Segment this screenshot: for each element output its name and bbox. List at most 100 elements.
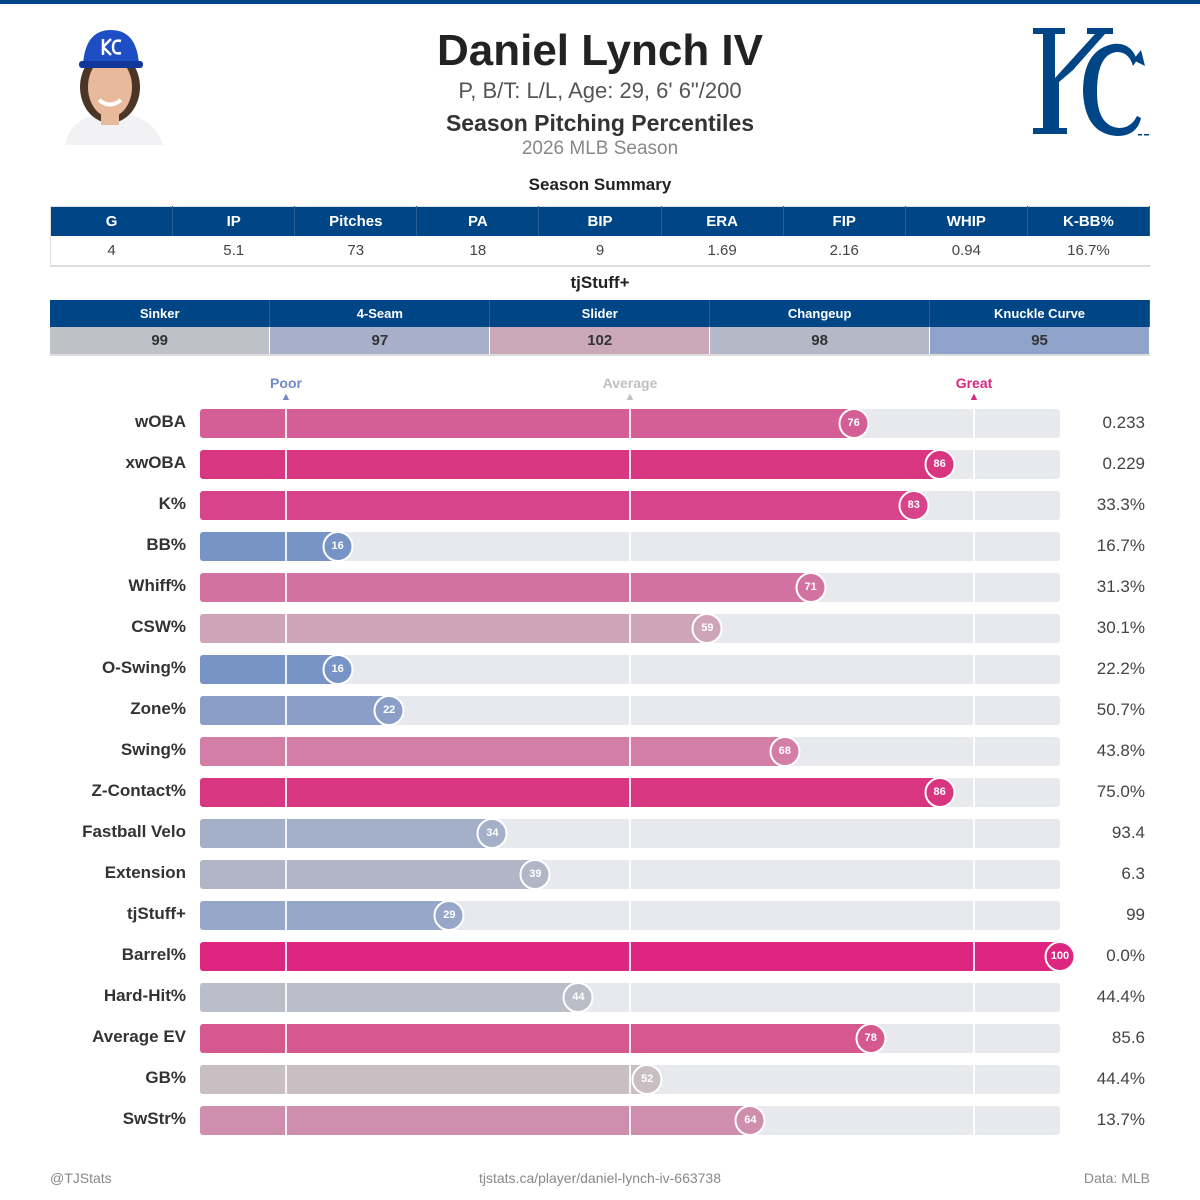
metric-row: K% 83 33.3% [0, 490, 1200, 521]
percentile-badge: 78 [855, 1023, 887, 1054]
stat-value: 6.3 [1121, 864, 1145, 883]
stat-value: 22.2% [1096, 659, 1145, 678]
summary-value-bip: 9 [538, 235, 662, 267]
pitch-name: 4-Seam [269, 300, 491, 327]
metric-row: wOBA 76 0.233 [0, 408, 1200, 439]
percentile-bar [200, 778, 940, 807]
percentile-bar [200, 983, 579, 1012]
top-accent-bar [0, 0, 1200, 4]
metric-label: Extension [104, 863, 186, 882]
reference-line [629, 737, 631, 766]
metric-row: Swing% 68 43.8% [0, 736, 1200, 767]
stat-value: 16.7% [1096, 536, 1145, 555]
reference-line [973, 450, 975, 479]
reference-line [973, 1065, 975, 1094]
player-name: Daniel Lynch IV [436, 26, 763, 75]
percentile-badge: 22 [373, 695, 405, 726]
reference-line [629, 696, 631, 725]
summary-value-fip: 2.16 [783, 235, 906, 267]
bar-track [200, 942, 1060, 971]
reference-line [973, 491, 975, 520]
percentile-badge: 39 [519, 859, 551, 890]
reference-line [285, 819, 287, 848]
metric-row: SwStr% 64 13.7% [0, 1105, 1200, 1136]
metric-label: xwOBA [125, 453, 186, 472]
metric-label: Hard-Hit% [103, 986, 186, 1005]
reference-line [285, 737, 287, 766]
reference-line [629, 655, 631, 684]
metric-row: Barrel% 100 0.0% [0, 941, 1200, 972]
percentile-badge: 34 [476, 818, 508, 849]
reference-line [285, 409, 287, 438]
percentile-bar [200, 901, 450, 930]
reference-line [629, 614, 631, 643]
percentile-bar [200, 1065, 648, 1094]
reference-line [973, 860, 975, 889]
tjstuff-table: Sinker 4-Seam Slider Changeup Knuckle Curve … [50, 300, 1150, 356]
bar-track [200, 983, 1060, 1012]
reference-line [285, 901, 287, 930]
stat-value: 85.6 [1111, 1028, 1145, 1047]
percentile-badge: 59 [691, 613, 723, 644]
percentile-badge: 16 [322, 531, 354, 562]
metric-label: CSW% [131, 617, 186, 636]
pitch-tjstuff-value: 97 [269, 327, 491, 356]
reference-line [285, 655, 287, 684]
percentile-badge: 44 [562, 982, 594, 1013]
marker-triangle-icon: ▲ [280, 391, 292, 403]
metric-row: xwOBA 86 0.229 [0, 449, 1200, 480]
stat-value: 13.7% [1096, 1110, 1145, 1129]
reference-line [973, 573, 975, 602]
bar-track [200, 737, 1060, 766]
tjstuff-title: tjStuff+ [570, 273, 630, 292]
footer-url[interactable]: tjstats.ca/player/daniel-lynch-iv-663738 [478, 1170, 721, 1186]
reference-line [629, 901, 631, 930]
reference-line [973, 614, 975, 643]
stat-value: 30.1% [1096, 618, 1145, 637]
stat-value: 44.4% [1096, 987, 1145, 1006]
percentile-badge: 16 [322, 654, 354, 685]
reference-line [973, 696, 975, 725]
bar-track [200, 778, 1060, 807]
reference-line [285, 1106, 287, 1135]
summary-value-pa: 18 [416, 235, 540, 267]
percentile-badge: 52 [631, 1064, 663, 1095]
pitch-name: Knuckle Curve [929, 300, 1150, 327]
reference-line [973, 1024, 975, 1053]
summary-header-fip: FIP [783, 206, 906, 236]
summary-title: Season Summary [528, 175, 672, 194]
percentile-bar [200, 614, 708, 643]
metric-label: Zone% [130, 699, 186, 718]
percentile-bar [200, 1024, 871, 1053]
season-summary-table: G IP Pitches PA BIP ERA FIP WHIP K-BB% 4 5.1 73 18 9… [50, 206, 1151, 267]
bar-track [200, 614, 1060, 643]
metric-label: Average EV [92, 1027, 186, 1046]
summary-value-ip: 5.1 [172, 235, 296, 267]
bar-track [200, 491, 1060, 520]
metric-row: Average EV 78 85.6 [0, 1023, 1200, 1054]
reference-line [285, 778, 287, 807]
metric-row: Z-Contact% 86 75.0% [0, 777, 1200, 808]
percentile-bar [200, 409, 854, 438]
metric-row: Zone% 22 50.7% [0, 695, 1200, 726]
percentile-bar [200, 819, 493, 848]
percentile-bar [200, 532, 338, 561]
metric-row: Hard-Hit% 44 44.4% [0, 982, 1200, 1013]
percentile-bar [200, 573, 811, 602]
reference-line [285, 573, 287, 602]
metric-label: tjStuff+ [126, 904, 186, 923]
marker-label: Average [602, 375, 658, 391]
metric-label: K% [158, 494, 186, 513]
metric-label: wOBA [135, 412, 186, 431]
percentile-bar [200, 1106, 751, 1135]
metric-label: SwStr% [122, 1109, 186, 1128]
bar-track [200, 409, 1060, 438]
summary-header-pitches: Pitches [294, 206, 418, 236]
reference-line [973, 942, 975, 971]
percentile-bar [200, 491, 914, 520]
reference-line [973, 983, 975, 1012]
player-headshot [55, 25, 170, 145]
reference-line [973, 655, 975, 684]
metric-label: Whiff% [128, 576, 186, 595]
percentile-bar [200, 737, 785, 766]
